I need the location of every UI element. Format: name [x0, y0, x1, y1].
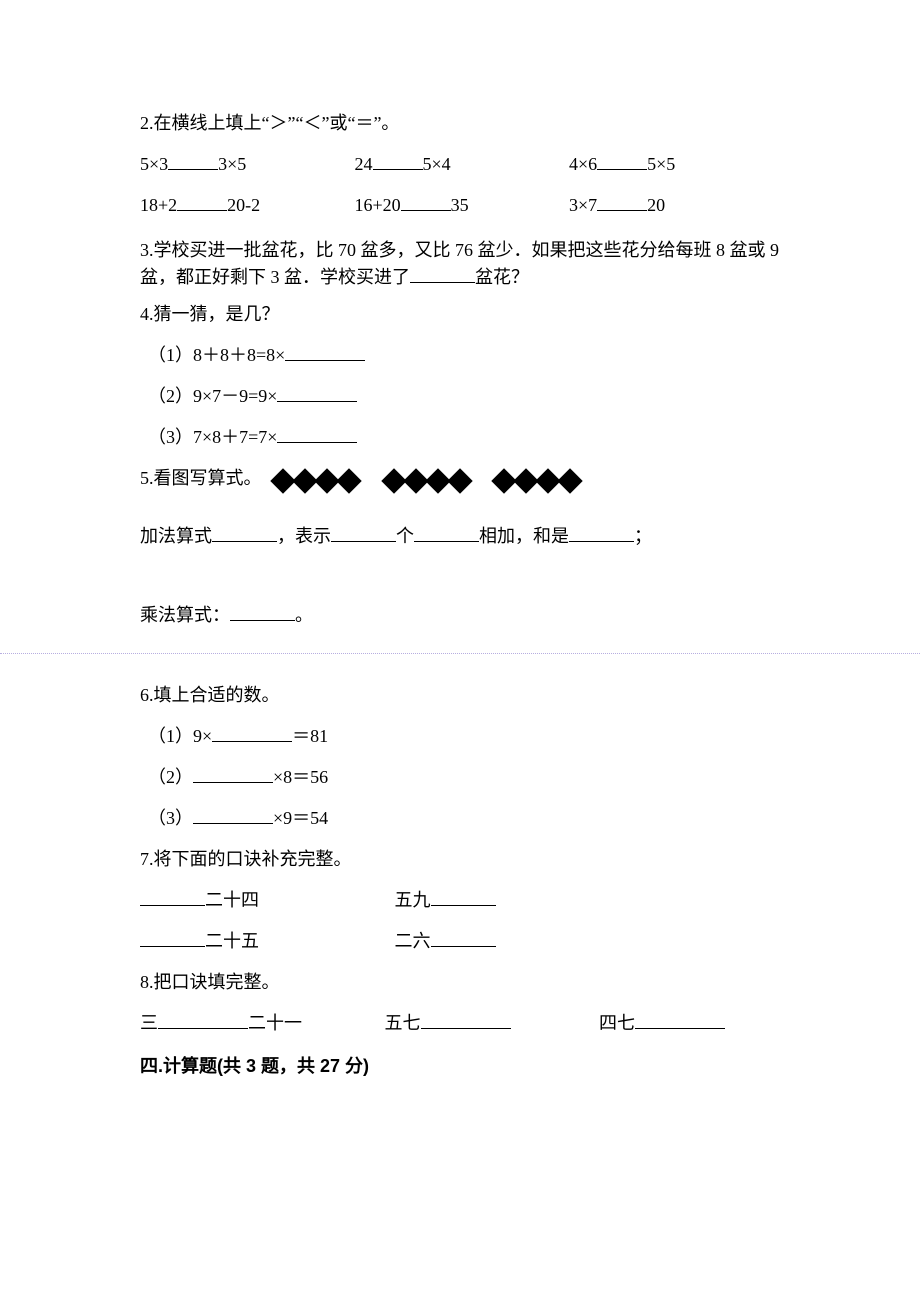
blank: [277, 424, 357, 443]
q2-row-2: 18+2 20-2 16+20 35 3×7 20: [140, 192, 785, 219]
blank: [635, 1010, 725, 1029]
blank: [140, 928, 205, 947]
q6-i0-pre: （1）9×: [148, 726, 212, 746]
blank: [597, 192, 647, 211]
q7-row-2: 二十五 二六: [140, 928, 785, 955]
blank: [212, 523, 277, 542]
q2-i1-right: 5×4: [423, 154, 451, 174]
question-2: 2.在横线上填上“＞”“＜”或“＝”。 5×33×5 245×4 4×65×5 …: [140, 110, 785, 219]
q6-i1-mid: ×8＝56: [273, 767, 328, 787]
question-4: 4.猜一猜，是几？ （1）8＋8＋8=8× （2）9×7－9=9× （3）7×8…: [140, 301, 785, 451]
q2-title: 2.在横线上填上“＞”“＜”或“＝”。: [140, 110, 785, 137]
blank: [177, 192, 227, 211]
q5-add-m3: 相加，和是: [479, 526, 569, 546]
q5-add-suffix: ；: [634, 526, 652, 546]
diamond-icon: [425, 469, 450, 494]
blank: [421, 1010, 511, 1029]
q6-i2-pre: （3）: [148, 808, 193, 828]
q2-row-1: 5×3 3×5 24 5×4 4×6 5×5: [140, 151, 785, 178]
q5-mult-line: 乘法算式： 。: [140, 602, 785, 629]
blank: [569, 523, 634, 542]
diamond-icon: [403, 469, 428, 494]
blank: [401, 192, 451, 211]
blank: [431, 887, 496, 906]
q4-item-2: （2）9×7－9=9×: [148, 386, 277, 406]
q3-suffix: 盆花？: [475, 267, 529, 287]
blank: [158, 1010, 248, 1029]
q8-row: 三 二十一 五七 四七: [140, 1010, 785, 1037]
blank: [373, 151, 423, 170]
q2-i3-right: 20-2: [227, 195, 260, 215]
q2-i3-left: 18+2: [140, 195, 177, 215]
blank: [193, 764, 273, 783]
question-6: 6.填上合适的数。 （1）9× ＝81 （2） ×8＝56 （3） ×9＝54: [140, 682, 785, 832]
q5-add-m2: 个: [396, 526, 414, 546]
question-3: 3.学校买进一批盆花，比 70 盆多，又比 76 盆少．如果把这些花分给每班 8…: [140, 237, 785, 291]
blank: [193, 805, 273, 824]
blank: [277, 383, 357, 402]
q7-r0-right: 五九: [395, 890, 431, 910]
q2-i5-left: 3×7: [569, 195, 597, 215]
question-7: 7.将下面的口诀补充完整。 二十四 五九 二十五 二六: [140, 846, 785, 955]
q2-i0-left: 5×3: [140, 154, 168, 174]
diamond-icon: [447, 469, 472, 494]
q2-i5-right: 20: [647, 195, 665, 215]
q4-item-1: （1）8＋8＋8=8×: [148, 345, 285, 365]
q5-add-prefix: 加法算式: [140, 526, 212, 546]
blank: [431, 928, 496, 947]
q8-i1-pre: 五七: [385, 1013, 421, 1033]
q7-r1-left: 二十五: [205, 931, 259, 951]
blank: [212, 723, 292, 742]
q7-title: 7.将下面的口诀补充完整。: [140, 846, 785, 873]
q4-title: 4.猜一猜，是几？: [140, 301, 785, 328]
q8-title: 8.把口诀填完整。: [140, 969, 785, 996]
q6-i0-suf: ＝81: [292, 726, 328, 746]
section-4-heading: 四.计算题(共 3 题，共 27 分): [140, 1053, 785, 1080]
diamond-icon: [557, 469, 582, 494]
q6-i1-pre: （2）: [148, 767, 193, 787]
q5-add-m1: ，表示: [277, 526, 331, 546]
q7-r0-left: 二十四: [205, 890, 259, 910]
question-5: 5.看图写算式。 加法算式 ，表示 个 相加，和是 ； 乘法算式： 。: [140, 465, 785, 629]
blank: [285, 342, 365, 361]
q2-i1-left: 24: [355, 154, 373, 174]
q5-mult-suffix: 。: [295, 605, 313, 625]
q5-mult-prefix: 乘法算式：: [140, 605, 230, 625]
q2-i0-right: 3×5: [218, 154, 246, 174]
q8-i0-pre: 三: [140, 1013, 158, 1033]
blank: [597, 151, 647, 170]
q7-row-1: 二十四 五九: [140, 887, 785, 914]
q2-i2-right: 5×5: [647, 154, 675, 174]
question-8: 8.把口诀填完整。 三 二十一 五七 四七: [140, 969, 785, 1037]
blank: [414, 523, 479, 542]
blank: [168, 151, 218, 170]
q8-i2-pre: 四七: [599, 1013, 635, 1033]
q8-i0-suf: 二十一: [248, 1013, 302, 1033]
q2-i4-right: 35: [451, 195, 469, 215]
blank: [230, 602, 295, 621]
q5-addition-line: 加法算式 ，表示 个 相加，和是 ；: [140, 523, 785, 550]
q5-title: 5.看图写算式。: [140, 468, 262, 488]
blank: [140, 887, 205, 906]
q4-item-3: （3）7×8＋7=7×: [148, 427, 277, 447]
page-separator: [0, 653, 920, 654]
q6-title: 6.填上合适的数。: [140, 682, 785, 709]
blank: [410, 264, 475, 283]
q6-i2-mid: ×9＝54: [273, 808, 328, 828]
diamond-figure: [272, 466, 599, 493]
diamond-icon: [336, 469, 361, 494]
q2-i2-left: 4×6: [569, 154, 597, 174]
q2-i4-left: 16+20: [355, 195, 401, 215]
diamond-icon: [381, 469, 406, 494]
q7-r1-right: 二六: [395, 931, 431, 951]
blank: [331, 523, 396, 542]
